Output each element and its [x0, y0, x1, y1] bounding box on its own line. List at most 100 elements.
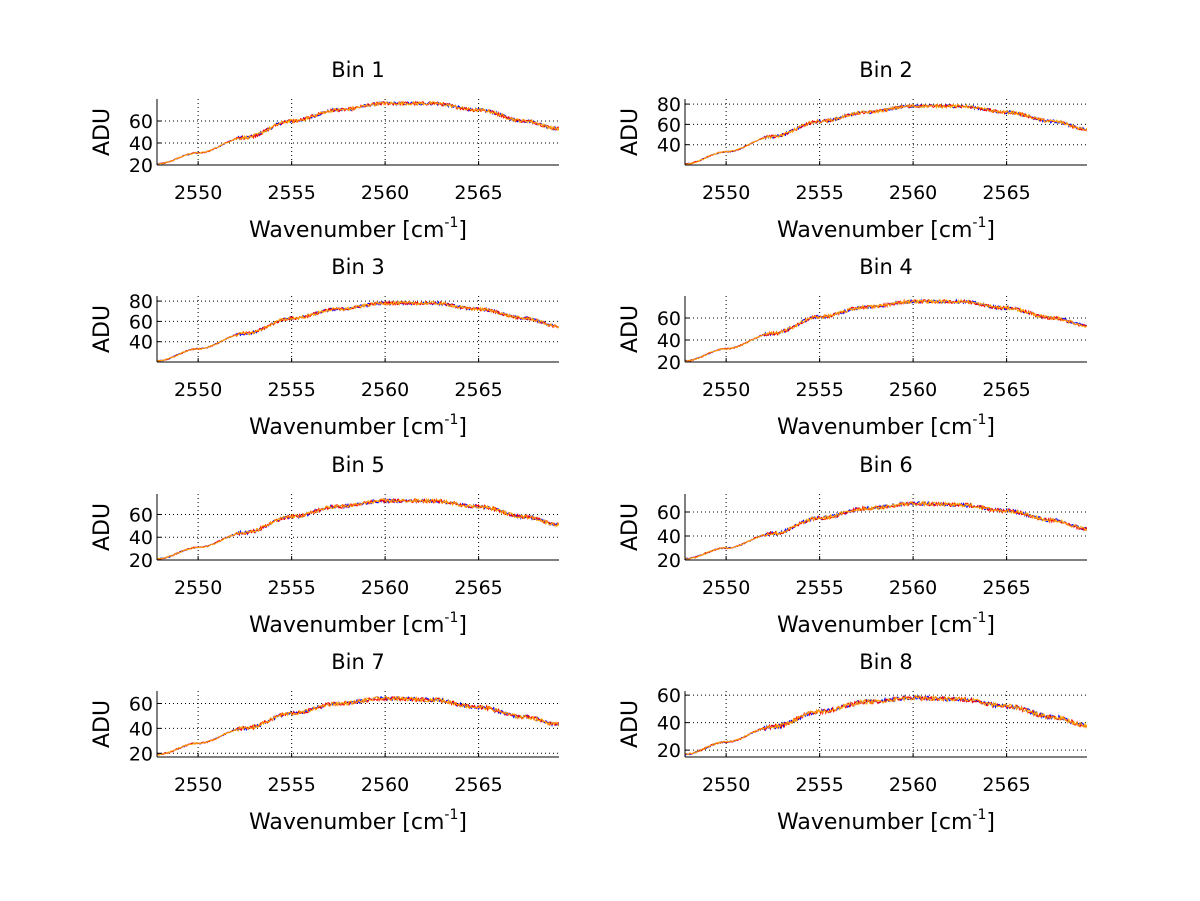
- y-tick-label: 20: [129, 155, 153, 177]
- y-tick-label: 20: [129, 743, 153, 765]
- y-tick-label: 60: [657, 685, 681, 707]
- series-line-series-c: [157, 695, 559, 756]
- x-tick-label: 2550: [174, 774, 222, 796]
- panel-8: 2550 2555 2560 2565 20 40 60 Bin 8 ADU Wavenumber…: [618, 650, 1087, 835]
- panel-title: Bin 5: [331, 453, 385, 477]
- series-line-series-b: [157, 695, 559, 756]
- x-tick-label: 2565: [982, 379, 1030, 401]
- y-tick-label: 40: [129, 527, 153, 549]
- panel-title: Bin 4: [859, 255, 913, 279]
- x-tick-label: 2550: [702, 182, 750, 204]
- x-tick-label: 2555: [267, 774, 315, 796]
- x-tick-label: 2560: [889, 379, 937, 401]
- y-axis-label: ADU: [618, 503, 643, 551]
- x-axis-label: Wavenumber [cm-1]: [249, 807, 467, 835]
- plot-area: [685, 99, 1087, 165]
- x-axis-label: Wavenumber [cm-1]: [777, 412, 995, 440]
- y-tick-label: 20: [657, 352, 681, 374]
- y-axis-label: ADU: [90, 700, 115, 748]
- y-tick-label: 60: [129, 504, 153, 526]
- y-axis-label: ADU: [90, 503, 115, 551]
- x-tick-label: 2565: [982, 774, 1030, 796]
- series-line-series-c: [685, 298, 1087, 362]
- y-tick-label: 80: [129, 291, 153, 313]
- series-line-series-c: [685, 694, 1087, 756]
- x-tick-label: 2560: [361, 577, 409, 599]
- panel-title: Bin 2: [859, 58, 913, 82]
- x-tick-label: 2555: [267, 182, 315, 204]
- y-tick-label: 20: [657, 740, 681, 762]
- y-axis-label: ADU: [90, 305, 115, 353]
- plot-area: [685, 494, 1087, 560]
- plot-area: [685, 296, 1087, 362]
- x-tick-label: 2550: [174, 577, 222, 599]
- x-tick-label: 2555: [795, 182, 843, 204]
- y-axis-label: ADU: [618, 108, 643, 156]
- y-tick-label: 20: [657, 550, 681, 572]
- y-tick-label: 80: [657, 94, 681, 116]
- series-line-series-c: [685, 500, 1087, 560]
- x-tick-label: 2550: [174, 182, 222, 204]
- y-axis-label: ADU: [618, 305, 643, 353]
- y-tick-label: 40: [129, 133, 153, 155]
- x-axis-label: Wavenumber [cm-1]: [777, 215, 995, 243]
- x-tick-label: 2555: [795, 379, 843, 401]
- x-axis-label: Wavenumber [cm-1]: [249, 215, 467, 243]
- x-tick-label: 2555: [267, 577, 315, 599]
- x-tick-label: 2550: [702, 774, 750, 796]
- y-tick-label: 40: [657, 135, 681, 157]
- y-axis-label: ADU: [618, 700, 643, 748]
- x-tick-label: 2560: [889, 774, 937, 796]
- panel-7: 2550 2555 2560 2565 20 40 60 Bin 7 ADU Wavenumber…: [90, 650, 559, 835]
- y-tick-label: 40: [129, 332, 153, 354]
- x-tick-label: 2555: [267, 379, 315, 401]
- x-tick-label: 2560: [889, 577, 937, 599]
- panel-title: Bin 3: [331, 255, 385, 279]
- panel-title: Bin 7: [331, 650, 385, 674]
- y-tick-label: 40: [657, 713, 681, 735]
- y-tick-label: 60: [657, 502, 681, 524]
- y-tick-label: 60: [129, 693, 153, 715]
- x-tick-label: 2560: [361, 774, 409, 796]
- x-tick-label: 2565: [982, 182, 1030, 204]
- series-line-series-c: [157, 100, 559, 165]
- plot-area: [157, 99, 559, 165]
- panel-title: Bin 6: [859, 453, 913, 477]
- x-tick-label: 2565: [982, 577, 1030, 599]
- panel-title: Bin 1: [331, 58, 385, 82]
- x-tick-label: 2555: [795, 577, 843, 599]
- x-tick-label: 2550: [702, 379, 750, 401]
- y-axis-label: ADU: [90, 108, 115, 156]
- y-tick-label: 40: [129, 718, 153, 740]
- y-tick-label: 60: [129, 311, 153, 333]
- x-tick-label: 2565: [454, 774, 502, 796]
- y-tick-label: 60: [129, 111, 153, 133]
- x-tick-label: 2565: [454, 379, 502, 401]
- y-tick-label: 40: [657, 330, 681, 352]
- x-axis-label: Wavenumber [cm-1]: [249, 412, 467, 440]
- x-tick-label: 2560: [889, 182, 937, 204]
- series-line-series-c: [685, 102, 1087, 165]
- x-tick-label: 2565: [454, 182, 502, 204]
- x-tick-label: 2550: [174, 379, 222, 401]
- x-tick-label: 2550: [702, 577, 750, 599]
- x-axis-label: Wavenumber [cm-1]: [777, 807, 995, 835]
- x-axis-label: Wavenumber [cm-1]: [777, 610, 995, 638]
- panel-title: Bin 8: [859, 650, 913, 674]
- y-tick-label: 40: [657, 526, 681, 548]
- series-line-series-c: [157, 300, 559, 362]
- x-tick-label: 2565: [454, 577, 502, 599]
- x-tick-label: 2560: [361, 182, 409, 204]
- y-tick-label: 60: [657, 308, 681, 330]
- x-axis-label: Wavenumber [cm-1]: [249, 610, 467, 638]
- y-tick-label: 20: [129, 550, 153, 572]
- x-tick-label: 2560: [361, 379, 409, 401]
- y-tick-label: 60: [657, 114, 681, 136]
